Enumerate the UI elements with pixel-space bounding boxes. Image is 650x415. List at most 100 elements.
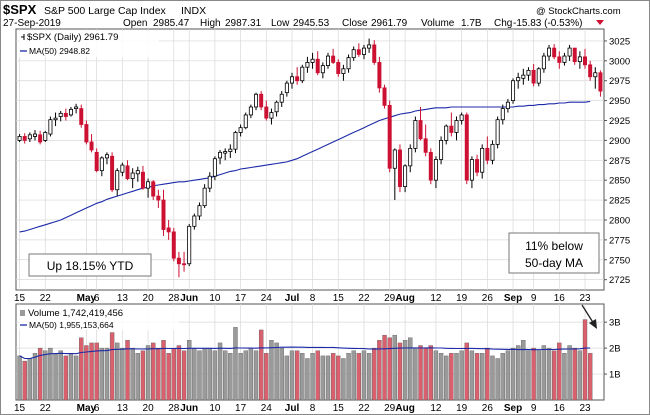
price-y-tick-label: 2950 (609, 96, 630, 107)
candle (228, 144, 233, 158)
price-y-axis: 2725 2750 2775 2800 2825 2850 2875 2900 2925 2950… (604, 36, 630, 286)
close-label: Close (342, 18, 368, 29)
volume-bar (151, 342, 156, 401)
price-x-tick-label: 19 (456, 293, 468, 304)
price-x-tick-label: 8 (310, 293, 316, 304)
volume-bar (22, 360, 27, 401)
candle (264, 100, 269, 121)
candle (202, 184, 207, 209)
candle-body (464, 114, 469, 181)
candle (243, 112, 248, 130)
volume-x-tick-label: 15 (333, 403, 345, 414)
price-y-tick-label: 2925 (609, 116, 630, 127)
volume-bar (541, 345, 547, 401)
candle-body (223, 151, 228, 154)
candle (99, 156, 104, 177)
open-value: 2985.47 (153, 18, 190, 29)
candle-body (372, 44, 377, 63)
volume-bar (536, 350, 541, 401)
volume-label: Volume (421, 18, 455, 29)
volume-bar (79, 337, 84, 401)
volume-bar (341, 358, 346, 401)
candle (331, 48, 336, 65)
candle-body (454, 120, 459, 133)
volume-bar (264, 353, 269, 401)
volume-bar (449, 353, 454, 401)
volume-x-tick-label: 12 (430, 403, 442, 414)
candle-body (135, 170, 140, 175)
candle-body (521, 74, 526, 79)
volume-x-tick-label: Aug (395, 403, 414, 414)
volume-bar (115, 342, 120, 401)
volume-bar (408, 337, 413, 401)
close-value: 2961.79 (371, 18, 408, 29)
candle-body (428, 151, 433, 181)
candle-body (269, 112, 274, 119)
candle-body (387, 104, 392, 169)
candle (516, 72, 521, 89)
candle (397, 144, 402, 193)
candle (207, 172, 212, 193)
volume-bar (73, 355, 79, 401)
price-x-tick-label: 22 (40, 293, 52, 304)
price-y-tick-label: 2975 (609, 76, 630, 87)
candle (68, 106, 73, 117)
candle (557, 51, 562, 69)
candle (48, 116, 53, 137)
candle-body (182, 263, 187, 266)
volume-bar (587, 353, 593, 401)
candle (480, 144, 485, 179)
volume-bar (480, 353, 485, 401)
candle-body (94, 151, 99, 172)
candle-body (84, 124, 89, 143)
candle (58, 110, 63, 122)
candle (428, 148, 433, 185)
candle (94, 148, 99, 173)
candle-body (166, 227, 171, 233)
volume-value: 1.7B (461, 18, 482, 29)
candle-body (500, 108, 505, 121)
candle (182, 251, 187, 272)
price-x-tick-label: 12 (430, 293, 442, 304)
candle-body (192, 215, 197, 227)
candle (63, 108, 68, 121)
price-y-tick-label: 2900 (609, 136, 630, 147)
candle (135, 166, 140, 182)
volume-bar (243, 350, 248, 401)
candle (547, 44, 552, 61)
candle (125, 160, 130, 181)
volume-bar (120, 347, 125, 401)
volume-bar (459, 350, 464, 401)
price-x-tick-label: 10 (209, 293, 221, 304)
candle-body (572, 47, 577, 63)
candle-body (593, 72, 598, 78)
candle-body (68, 108, 73, 116)
candle-body (536, 68, 541, 84)
candle (562, 52, 567, 66)
candle-body (336, 62, 341, 74)
price-x-tick-label: 24 (261, 293, 273, 304)
volume-bar (474, 353, 480, 401)
volume-bar (495, 358, 500, 401)
candle (79, 104, 84, 128)
volume-ma-legend-text: MA(50) 1,955,153,664 (29, 320, 114, 330)
candle-body (547, 47, 552, 57)
volume-bar (366, 353, 372, 401)
candle-body (397, 149, 402, 187)
volume-y-tick-label: 3B (609, 318, 621, 329)
candle-body (403, 165, 408, 187)
candle-body (459, 114, 464, 121)
volume-bar (413, 347, 418, 401)
candle-body (413, 120, 418, 149)
candle-body (567, 47, 572, 57)
price-y-tick-label: 2825 (609, 196, 630, 207)
candle-body (341, 68, 346, 74)
candle-body (418, 120, 423, 140)
volume-bar (145, 345, 151, 401)
volume-x-tick-label: 16 (554, 403, 566, 414)
candle (377, 56, 382, 93)
volume-bar (392, 334, 397, 401)
volume-bar (325, 355, 331, 401)
volume-x-tick-label: 22 (358, 403, 370, 414)
volume-bar (68, 353, 74, 401)
